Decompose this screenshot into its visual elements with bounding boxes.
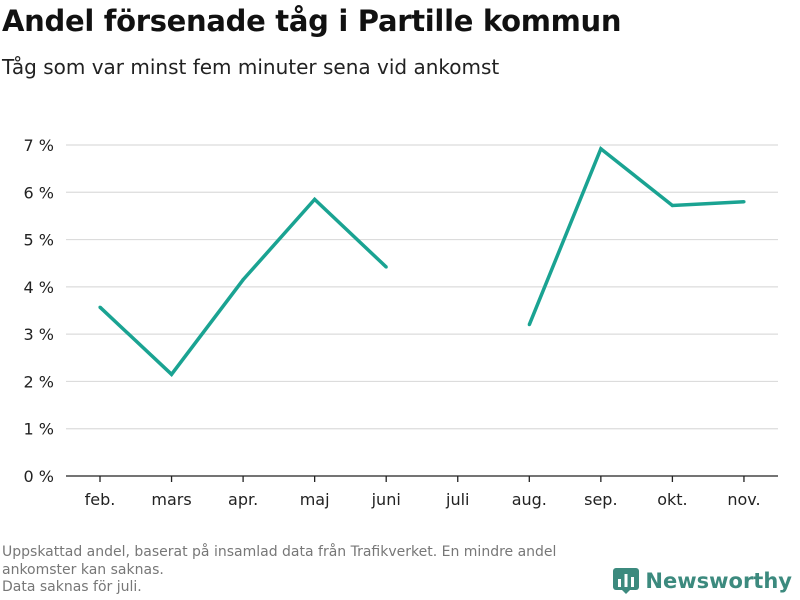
footnote: Uppskattad andel, baserat på insamlad da…: [2, 544, 642, 597]
y-tick-label: 3 %: [24, 325, 54, 344]
brand-name: Newsworthy: [645, 569, 792, 593]
data-point: [313, 197, 317, 201]
series-line-segment: [527, 145, 745, 326]
data-point: [742, 200, 746, 204]
data-point: [169, 372, 174, 376]
data-point: [670, 203, 675, 208]
x-tick-label: mars: [151, 490, 191, 509]
x-axis: feb. mars apr. maj juni juli aug. sep. okt. nov.: [66, 475, 778, 509]
data-point: [527, 323, 531, 327]
x-tick-label: sep.: [584, 490, 617, 509]
x-tick-label: maj: [300, 490, 330, 509]
brand-logo: Newsworthy: [613, 568, 792, 594]
x-tick-label: apr.: [228, 490, 258, 509]
newsworthy-logo-icon: [613, 568, 640, 594]
data-point: [98, 305, 102, 309]
x-tick-label: okt.: [657, 490, 687, 509]
data-point: [384, 265, 388, 269]
data-series: [98, 145, 746, 377]
x-tick-label: feb.: [85, 490, 116, 509]
chart-title: Andel försenade tåg i Partille kommun: [2, 4, 622, 38]
x-tick-label: nov.: [727, 490, 760, 509]
data-point: [599, 147, 603, 151]
y-tick-label: 0 %: [24, 467, 54, 486]
chart-subtitle: Tåg som var minst fem minuter sena vid a…: [2, 55, 500, 79]
x-tick-label: juni: [371, 490, 401, 509]
footnote-line-2: ankomster kan saknas.: [2, 561, 164, 578]
y-tick-label: 4 %: [24, 278, 54, 297]
y-tick-label: 2 %: [24, 372, 54, 391]
footnote-line-3: Data saknas för juli.: [2, 579, 142, 595]
y-tick-label: 6 %: [24, 183, 54, 202]
data-point: [241, 278, 245, 282]
gridlines: [66, 144, 778, 430]
y-axis-labels: 0 % 1 % 2 % 3 % 4 % 5 % 6 % 7 %: [24, 136, 54, 486]
footnote-line-1: Uppskattad andel, baserat på insamlad da…: [2, 544, 557, 560]
y-tick-label: 5 %: [24, 231, 54, 250]
x-tick-label: juli: [445, 490, 469, 509]
x-tick-label: aug.: [512, 490, 547, 509]
y-tick-label: 1 %: [24, 420, 54, 439]
y-tick-label: 7 %: [24, 136, 54, 155]
